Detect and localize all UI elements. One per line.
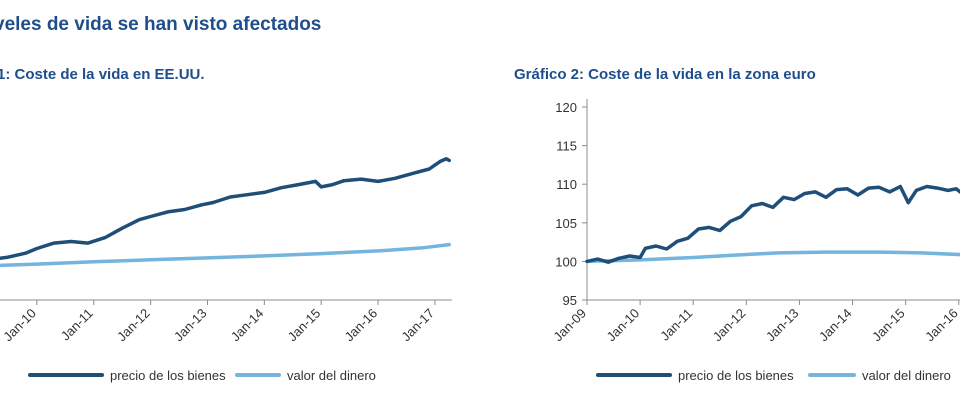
chart-title-us: 1: Coste de la vida en EE.UU. <box>0 66 205 83</box>
y-tick-label: 115 <box>556 139 577 154</box>
x-tick-label: Jan-14 <box>816 306 855 345</box>
x-tick-label: Jan-16 <box>922 306 960 345</box>
legend-label-precio-bienes: precio de los bienes <box>110 368 226 383</box>
page-heading: veles de vida se han visto afectados <box>0 14 322 35</box>
series-line-valor-dinero <box>0 242 451 268</box>
x-tick-label: Jan-14 <box>228 306 267 345</box>
series-line-precio-bienes <box>0 157 451 261</box>
x-tick-label: Jan-11 <box>58 306 96 344</box>
y-tick-label: 105 <box>555 216 577 231</box>
y-tick-label: 120 <box>555 100 577 115</box>
chart-title-eurozone: Gráfico 2: Coste de la vida en la zona e… <box>514 66 816 83</box>
x-tick-label: Jan-10 <box>604 306 643 345</box>
x-tick-label: Jan-09 <box>550 306 589 345</box>
x-tick-label: Jan-15 <box>869 306 908 345</box>
legend-label-precio-bienes: precio de los bienes <box>678 368 794 383</box>
y-tick-label: 95 <box>563 293 577 308</box>
x-tick-label: Jan-17 <box>398 306 437 345</box>
x-tick-label: Jan-16 <box>341 306 380 345</box>
series-line-valor-dinero <box>585 250 960 264</box>
y-tick-label: 110 <box>556 177 577 192</box>
legend-label-valor-dinero: valor del dinero <box>862 368 951 383</box>
x-tick-label: Jan-12 <box>114 306 153 345</box>
series-line-precio-bienes <box>585 184 960 264</box>
legend-label-valor-dinero: valor del dinero <box>287 368 376 383</box>
x-tick-label: Jan-13 <box>763 306 802 345</box>
y-tick-label: 100 <box>555 254 577 269</box>
x-tick-label: Jan-15 <box>285 306 324 345</box>
x-tick-label: Jan-12 <box>710 306 749 345</box>
chart-us-cost-of-living: Jan-10 Jan-11 Jan-12 Jan-13 Jan-14 Jan-15 Jan-… <box>0 157 452 383</box>
x-tick-label: Jan-13 <box>171 306 210 345</box>
x-tick-label: Jan-11 <box>657 306 695 344</box>
x-tick-label: Jan-10 <box>0 306 39 345</box>
